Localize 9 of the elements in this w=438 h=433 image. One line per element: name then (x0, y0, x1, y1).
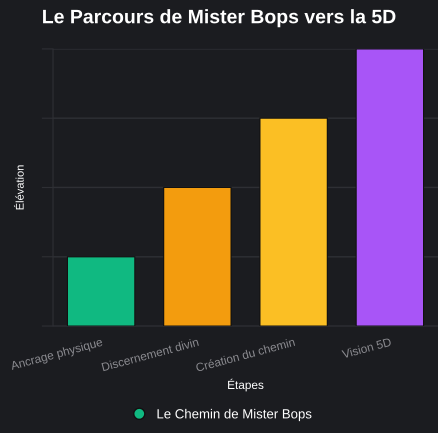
chart-title: Le Parcours de Mister Bops vers la 5D (43, 9, 396, 28)
bar (259, 118, 328, 326)
bar (163, 186, 232, 326)
bar (66, 256, 136, 326)
legend-label: Le Chemin de Mister Bops (158, 408, 312, 422)
x-axis-title: Étapes (228, 378, 264, 392)
x-tick-label: Vision 5D (341, 337, 392, 359)
y-axis-title: Élévation (14, 165, 24, 210)
bar (356, 48, 424, 326)
